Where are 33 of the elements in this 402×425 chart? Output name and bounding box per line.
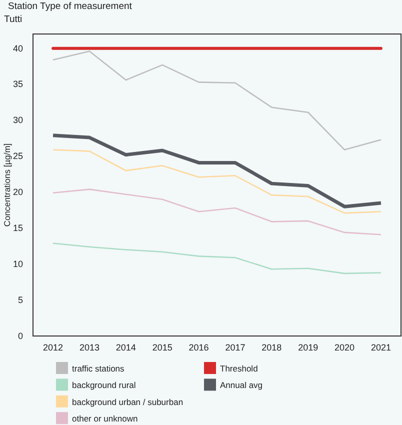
x-tick-label: 2017	[225, 342, 246, 352]
y-tick-label: 35	[12, 79, 23, 90]
x-tick-label: 2016	[188, 342, 209, 352]
y-tick-label: 20	[12, 187, 23, 198]
legend-label: background urban / suburban	[72, 396, 184, 407]
y-axis-title: Concentrations [µg/m]	[2, 143, 12, 227]
legend-label: Annual avg	[220, 380, 263, 390]
legend-label: background rural	[72, 380, 136, 390]
x-tick-label: 2021	[370, 342, 391, 352]
x-tick-label: 2012	[43, 342, 64, 352]
x-tick-label: 2014	[116, 342, 136, 352]
line-series	[51, 134, 383, 208]
chart-title: Station Type of measurement	[8, 1, 132, 12]
line-series	[52, 149, 382, 214]
x-tick-label: 2015	[152, 342, 172, 352]
chart-subtitle: Tutti	[4, 14, 22, 25]
y-tick-label: 25	[12, 151, 23, 162]
y-tick-label: 40	[12, 43, 23, 54]
x-tick-label: 2020	[334, 342, 355, 352]
line-series	[52, 50, 382, 150]
y-tick-label: 5	[18, 294, 23, 305]
line-series	[52, 242, 382, 274]
legend-label: other or unknown	[72, 414, 138, 424]
y-tick-label: 15	[12, 223, 23, 234]
legend-label: traffic stations	[72, 364, 124, 374]
line-series	[52, 188, 382, 236]
y-tick-label: 30	[12, 115, 23, 126]
x-tick-label: 2018	[262, 342, 282, 352]
x-tick-label: 2019	[298, 342, 318, 352]
y-tick-label: 0	[18, 330, 23, 341]
x-tick-label: 2013	[79, 342, 100, 352]
legend-label: Threshold	[220, 364, 258, 374]
y-tick-label: 10	[12, 258, 23, 269]
